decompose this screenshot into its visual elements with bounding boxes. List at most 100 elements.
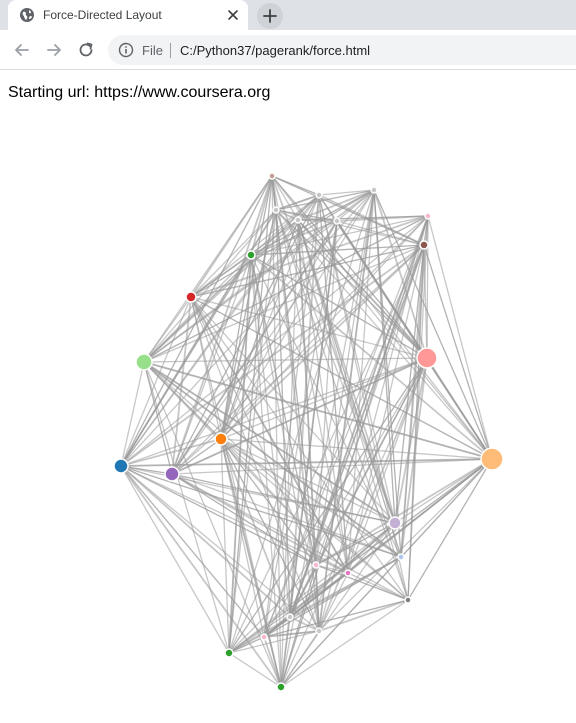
graph-node[interactable] [315,627,323,635]
browser-tab[interactable]: Force-Directed Layout [8,0,248,30]
graph-link [220,438,402,558]
graph-link [250,189,375,256]
graph-link [143,361,173,475]
graph-link [315,220,338,566]
graph-link [297,215,429,221]
graph-link [394,244,425,524]
graph-node[interactable] [312,561,320,569]
graph-link [347,572,409,601]
graph-link [228,564,317,654]
graph-node[interactable] [113,458,129,474]
graph-node[interactable] [276,682,286,692]
graph-link [275,194,320,211]
graph-node[interactable] [272,206,280,214]
close-icon[interactable] [226,8,240,22]
graph-node[interactable] [246,250,256,260]
new-tab-button[interactable] [257,3,283,29]
graph-link [275,209,291,618]
graph-node[interactable] [185,291,197,303]
graph-link [280,219,299,688]
graph-link [250,254,282,688]
graph-node[interactable] [333,217,341,225]
graph-node[interactable] [416,347,438,369]
graph-link [250,175,273,256]
graph-link [263,616,291,638]
graph-links [120,175,493,688]
graph-link [280,616,291,688]
graph-link [336,220,428,359]
plus-icon [263,9,277,23]
graph-link [228,652,282,688]
graph-node[interactable] [315,191,323,199]
graph-link [263,244,425,638]
graph-link [407,458,493,601]
graph-link [120,465,282,688]
graph-link [120,465,317,566]
graph-link [297,219,338,222]
graph-link [171,175,273,475]
force-directed-graph [113,172,504,692]
graph-link [228,254,252,654]
graph-link [171,438,222,475]
graph-link [228,572,349,654]
forward-arrow-icon[interactable] [44,40,64,60]
graph-link [171,458,493,475]
graph-link [347,522,396,574]
graph-link [427,215,493,460]
graph-link [271,175,320,196]
graph-node[interactable] [268,172,276,180]
graph-node[interactable] [397,553,405,561]
graph-link [318,189,375,196]
tab-strip: Force-Directed Layout [0,0,576,30]
graph-link [120,465,291,618]
graph-link [190,244,425,298]
graph-node[interactable] [419,240,429,250]
graph-node[interactable] [214,432,228,446]
graph-link [318,189,375,632]
graph-nodes [113,172,504,692]
graph-link [315,564,320,632]
graph-link [318,215,429,632]
back-arrow-icon[interactable] [12,40,32,60]
graph-link [228,244,425,654]
graph-node[interactable] [286,613,294,621]
address-url[interactable]: C:/Python37/pagerank/force.html [180,43,371,58]
graph-link [373,189,493,460]
graph-link [220,438,349,574]
graph-link [280,556,402,688]
graph-link [280,630,320,688]
graph-link [263,220,338,638]
address-bar[interactable]: File C:/Python37/pagerank/force.html [108,35,576,65]
reload-icon[interactable] [76,40,96,60]
graph-link [315,564,349,574]
graph-link [171,473,317,566]
tab-title: Force-Directed Layout [43,8,162,22]
graph-link [318,357,428,632]
graph-node[interactable] [135,353,153,371]
graph-link [280,220,338,688]
graph-node[interactable] [224,648,234,658]
graph-node[interactable] [344,569,352,577]
graph-node[interactable] [294,216,302,224]
graph-node[interactable] [480,447,504,471]
starting-url-value: https://www.coursera.org [94,84,271,101]
graph-node[interactable] [164,466,180,482]
graph-node[interactable] [260,633,268,641]
graph-node[interactable] [388,516,402,530]
graph-link [407,215,429,601]
graph-link [297,219,409,601]
graph-link [426,215,429,359]
graph-link [228,209,277,654]
graph-link [143,215,429,363]
graph-link [143,361,493,460]
graph-link [318,572,349,632]
graph-node[interactable] [404,596,412,604]
graph-link [280,599,409,688]
graph-node[interactable] [370,186,378,194]
graph-node[interactable] [424,212,432,220]
info-icon[interactable] [118,42,134,58]
graph-link [120,219,299,467]
graph-link [263,630,320,638]
graph-link [220,357,428,440]
address-separator [170,43,171,58]
